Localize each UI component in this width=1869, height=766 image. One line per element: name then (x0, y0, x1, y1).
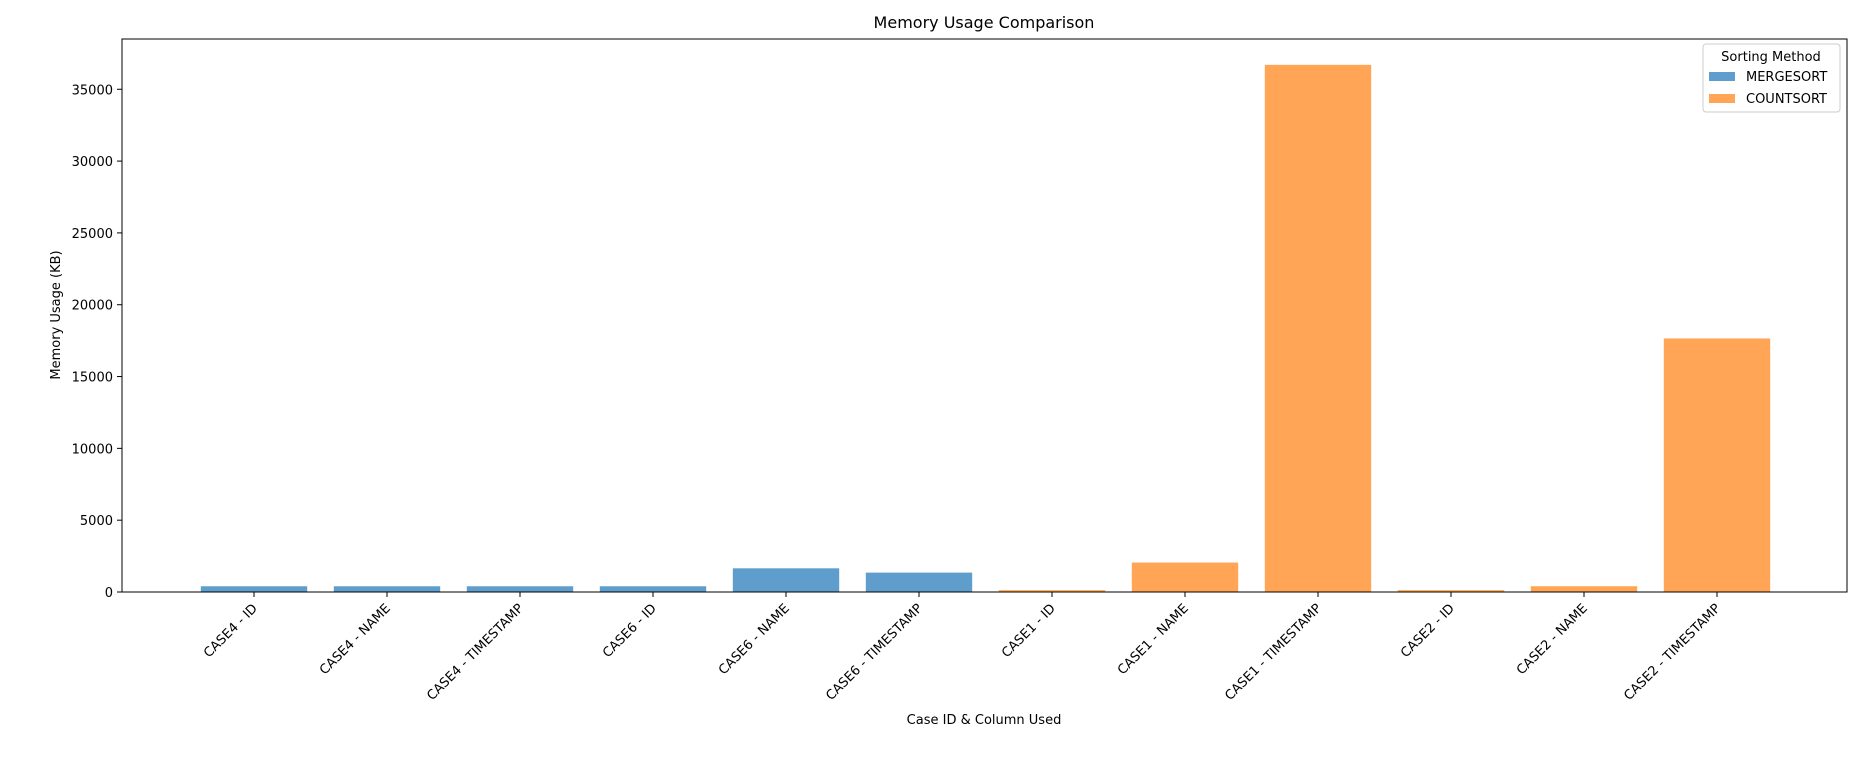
x-axis-label: Case ID & Column Used (907, 713, 1062, 728)
x-tick-label-case2-timestamp: CASE2 - TIMESTAMP (1621, 601, 1724, 704)
bar-countsort-case1-timestamp (1264, 64, 1372, 593)
x-tick-label-case6-name: CASE6 - NAME (716, 601, 793, 678)
legend-swatch-mergesort (1709, 72, 1735, 81)
y-tick-label-15000: 15000 (72, 371, 113, 386)
bar-mergesort-case4-name (333, 586, 441, 592)
x-tick-label-case4-name: CASE4 - NAME (317, 601, 394, 678)
y-tick-label-35000: 35000 (72, 83, 113, 98)
y-tick-label-0: 0 (105, 586, 113, 601)
bar-mergesort-case4-id (200, 586, 308, 592)
x-tick-label-case6-timestamp: CASE6 - TIMESTAMP (823, 601, 926, 704)
x-tick-label-case1-name: CASE1 - NAME (1115, 601, 1192, 678)
bars-group (200, 64, 1771, 593)
legend-label-mergesort: MERGESORT (1746, 70, 1827, 85)
x-axis-ticks: CASE4 - ID CASE4 - NAME CASE4 - TIMESTAMP C… (201, 592, 1724, 704)
x-tick-label-case2-id: CASE2 - ID (1398, 601, 1458, 661)
bar-countsort-case2-timestamp (1663, 338, 1771, 592)
x-tick-label-case1-timestamp: CASE1 - TIMESTAMP (1222, 601, 1325, 704)
bar-mergesort-case6-timestamp (865, 572, 973, 592)
y-tick-label-10000: 10000 (72, 442, 113, 457)
plot-area-frame (121, 38, 1848, 593)
legend-label-countsort: COUNTSORT (1746, 92, 1827, 107)
bar-countsort-case2-id (1397, 590, 1505, 592)
y-tick-label-20000: 20000 (72, 299, 113, 314)
bar-countsort-case1-id (998, 590, 1106, 592)
x-tick-label-case4-id: CASE4 - ID (201, 601, 261, 661)
y-tick-label-25000: 25000 (72, 227, 113, 242)
bar-mergesort-case6-id (599, 586, 707, 592)
legend-title: Sorting Method (1721, 50, 1821, 65)
x-tick-label-case1-id: CASE1 - ID (999, 601, 1059, 661)
bar-mergesort-case6-name (732, 568, 840, 592)
x-tick-label-case6-id: CASE6 - ID (600, 601, 660, 661)
x-tick-label-case4-timestamp: CASE4 - TIMESTAMP (424, 601, 527, 704)
x-tick-label-case2-name: CASE2 - NAME (1514, 601, 1591, 678)
legend-swatch-countsort (1709, 94, 1735, 103)
y-tick-label-5000: 5000 (80, 514, 113, 529)
bar-mergesort-case4-timestamp (466, 586, 574, 592)
bar-countsort-case1-name (1131, 562, 1239, 592)
y-tick-label-30000: 30000 (72, 155, 113, 170)
legend-box (1702, 43, 1841, 113)
y-axis-label: Memory Usage (KB) (49, 250, 64, 379)
y-axis-ticks: 0 5000 10000 15000 20000 25000 30000 35000 (72, 83, 122, 601)
bar-countsort-case2-name (1530, 586, 1638, 592)
chart-title: Memory Usage Comparison (874, 13, 1095, 32)
legend: Sorting Method MERGESORT COUNTSORT (1702, 43, 1841, 113)
